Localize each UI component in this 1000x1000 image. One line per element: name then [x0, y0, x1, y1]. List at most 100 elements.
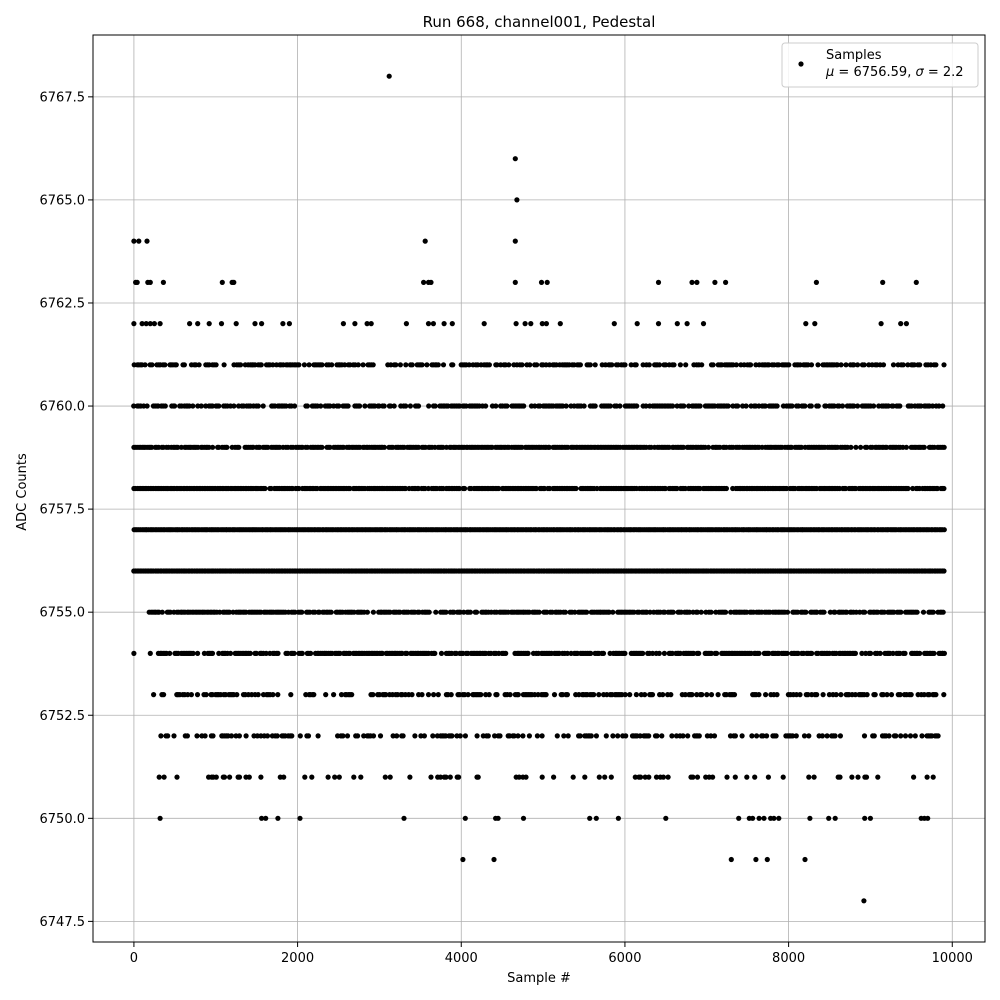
data-point	[864, 692, 870, 698]
data-point	[219, 279, 225, 285]
data-point	[280, 321, 286, 327]
data-point	[403, 485, 409, 492]
data-point	[774, 403, 780, 409]
data-point	[309, 774, 315, 780]
data-point	[674, 485, 680, 492]
data-point	[912, 733, 918, 739]
data-point	[696, 650, 702, 657]
data-point	[708, 650, 715, 657]
data-point	[181, 362, 187, 368]
data-point	[425, 321, 432, 327]
data-point	[304, 403, 310, 409]
data-point	[147, 650, 153, 657]
data-point	[431, 692, 437, 698]
data-point	[483, 403, 489, 409]
data-point	[151, 321, 157, 327]
data-point	[536, 609, 542, 615]
legend: Samples μ = 6756.59, σ = 2.2	[781, 42, 979, 88]
data-point	[754, 733, 760, 739]
data-point	[478, 692, 484, 698]
data-point	[198, 403, 204, 409]
data-point	[831, 403, 837, 409]
data-point	[355, 733, 361, 739]
data-point	[519, 362, 525, 368]
data-point	[592, 403, 598, 409]
data-point	[851, 362, 857, 368]
data-point	[662, 485, 669, 492]
data-point	[516, 774, 522, 780]
data-point	[134, 279, 140, 285]
data-point	[849, 774, 855, 780]
data-point	[344, 733, 351, 739]
data-point	[512, 279, 518, 285]
data-point	[697, 403, 703, 409]
data-point	[159, 609, 165, 615]
data-point	[394, 733, 400, 739]
data-point	[611, 321, 617, 327]
data-point	[165, 733, 171, 739]
data-point	[748, 362, 754, 368]
data-point	[329, 362, 335, 368]
data-point	[705, 444, 712, 450]
data-point	[715, 692, 721, 698]
data-point	[340, 733, 346, 739]
data-point	[409, 692, 415, 698]
data-point	[262, 485, 268, 492]
data-point	[711, 733, 718, 739]
data-point	[941, 485, 947, 492]
data-point	[633, 362, 639, 368]
data-point	[930, 609, 936, 615]
data-point	[941, 692, 947, 698]
data-point	[826, 692, 833, 698]
data-point	[749, 733, 755, 739]
data-point	[681, 403, 687, 409]
data-point	[914, 609, 920, 615]
data-point	[281, 774, 287, 780]
data-point	[941, 362, 947, 368]
data-point	[563, 403, 569, 409]
legend-box	[781, 42, 979, 88]
data-point	[412, 733, 418, 739]
data-point	[231, 403, 237, 409]
data-point	[756, 815, 762, 821]
data-point	[649, 692, 656, 698]
data-point	[270, 692, 276, 698]
data-point	[275, 650, 281, 657]
data-point	[786, 362, 792, 368]
data-point	[750, 815, 756, 821]
data-point	[790, 733, 796, 739]
data-point	[430, 321, 436, 327]
data-point	[646, 362, 652, 368]
legend-label-stats: μ = 6756.59, σ = 2.2	[825, 65, 964, 80]
data-point	[523, 774, 529, 780]
data-point	[216, 650, 222, 657]
data-point	[161, 774, 167, 780]
data-point	[764, 856, 770, 863]
data-point	[325, 774, 331, 780]
data-point	[871, 733, 877, 739]
data-point	[921, 444, 927, 450]
data-point	[610, 733, 616, 739]
data-point	[449, 321, 455, 327]
data-point	[941, 568, 947, 574]
data-point	[784, 650, 790, 657]
data-point	[131, 403, 137, 409]
data-point	[474, 609, 480, 615]
data-point	[593, 815, 599, 821]
data-point	[486, 362, 492, 368]
data-point	[861, 898, 867, 904]
data-point	[362, 403, 368, 409]
data-point	[323, 692, 329, 698]
data-point	[493, 403, 499, 409]
data-point	[861, 733, 868, 739]
data-point	[492, 733, 498, 739]
data-point	[888, 692, 895, 698]
data-point	[808, 403, 814, 409]
data-point	[131, 238, 137, 244]
data-point	[443, 609, 449, 615]
data-point	[213, 774, 219, 780]
data-point	[921, 692, 927, 698]
data-point	[610, 609, 616, 615]
data-point	[897, 692, 903, 698]
data-point	[171, 733, 177, 739]
